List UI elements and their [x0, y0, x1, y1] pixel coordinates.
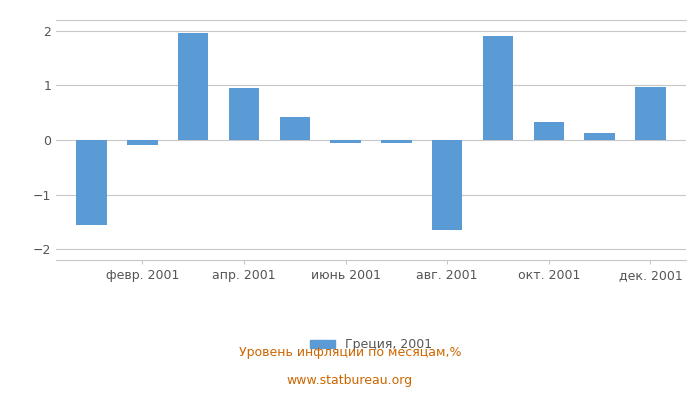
Bar: [76, 140, 107, 224]
Bar: [178, 32, 209, 140]
Bar: [533, 122, 564, 140]
Bar: [330, 140, 360, 143]
Bar: [635, 87, 666, 140]
Text: Уровень инфляции по месяцам,%: Уровень инфляции по месяцам,%: [239, 346, 461, 359]
Bar: [483, 36, 513, 140]
Bar: [432, 140, 463, 230]
Legend: Греция, 2001: Греция, 2001: [305, 334, 437, 356]
Bar: [382, 140, 412, 143]
Text: www.statbureau.org: www.statbureau.org: [287, 374, 413, 387]
Bar: [127, 140, 158, 146]
Bar: [279, 116, 310, 140]
Bar: [229, 88, 259, 140]
Bar: [584, 133, 615, 140]
